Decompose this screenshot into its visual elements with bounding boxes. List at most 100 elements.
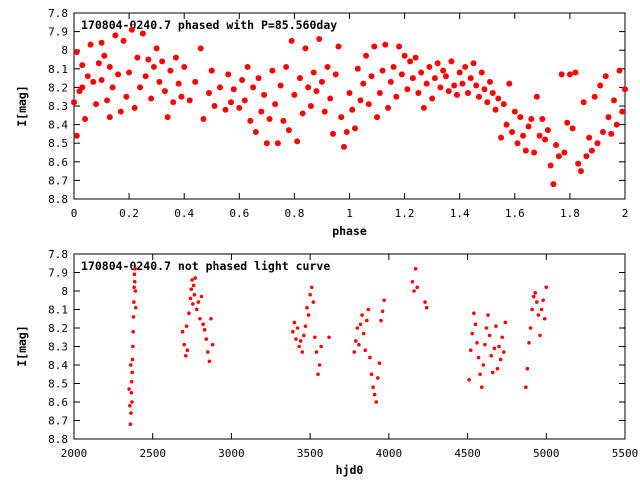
data-point <box>156 78 163 85</box>
data-point <box>294 138 301 145</box>
data-point <box>84 73 91 80</box>
data-point <box>211 103 218 109</box>
data-point <box>192 292 197 297</box>
data-point <box>132 300 136 304</box>
data-point <box>533 93 540 100</box>
data-point <box>266 116 273 123</box>
data-point <box>239 76 246 83</box>
data-point <box>123 93 130 100</box>
data-point <box>159 58 166 65</box>
data-point <box>329 130 336 137</box>
data-point <box>130 400 134 404</box>
data-point <box>492 346 497 351</box>
data-point <box>352 125 359 132</box>
data-point <box>349 106 356 113</box>
data-point <box>594 140 601 147</box>
data-point <box>393 93 400 100</box>
data-point <box>372 392 377 397</box>
data-point <box>132 285 136 290</box>
data-point <box>379 318 383 323</box>
data-point <box>311 300 316 304</box>
y-tick-label: 8.4 <box>48 119 68 132</box>
data-point <box>194 307 199 312</box>
data-point <box>205 89 212 96</box>
data-point <box>566 71 573 78</box>
data-point <box>500 335 505 340</box>
data-point <box>104 97 111 104</box>
data-point <box>464 89 471 96</box>
data-point <box>472 311 476 316</box>
data-point <box>87 41 94 48</box>
data-point <box>134 54 141 61</box>
x-axis-label: phase <box>332 224 367 238</box>
data-point <box>382 298 386 303</box>
data-point <box>360 313 364 317</box>
data-point <box>385 104 392 111</box>
data-point <box>492 106 499 113</box>
data-point <box>619 108 626 115</box>
data-point <box>528 326 533 330</box>
data-point <box>530 307 534 312</box>
data-point <box>98 39 105 46</box>
data-point <box>130 370 135 375</box>
data-point <box>602 73 609 80</box>
data-point <box>332 71 339 78</box>
data-point <box>448 58 455 65</box>
data-point <box>371 385 375 390</box>
data-point <box>366 307 371 312</box>
x-tick-label: 5500 <box>612 447 639 460</box>
data-point <box>319 344 323 349</box>
data-point <box>299 110 306 117</box>
data-point <box>296 75 303 82</box>
data-point <box>255 75 262 82</box>
data-point <box>126 69 133 76</box>
data-point <box>274 140 281 147</box>
data-point <box>387 78 394 85</box>
data-point <box>244 63 251 70</box>
data-point <box>473 322 478 327</box>
data-point <box>478 372 482 377</box>
y-tick-label: 7.8 <box>48 7 68 20</box>
data-point <box>497 344 501 349</box>
data-point <box>564 119 571 126</box>
data-point <box>481 363 486 367</box>
data-point <box>167 67 174 74</box>
x-tick-label: 0.4 <box>174 207 194 220</box>
data-point <box>376 89 383 96</box>
data-point <box>484 326 489 330</box>
data-point <box>476 355 481 360</box>
data-point <box>132 272 137 277</box>
data-point <box>112 32 119 39</box>
data-point <box>200 116 207 123</box>
data-point <box>569 125 576 132</box>
data-point <box>613 121 620 128</box>
data-point <box>79 84 86 91</box>
data-point <box>365 318 369 323</box>
data-point <box>535 300 539 304</box>
data-point <box>558 71 565 78</box>
data-point <box>374 400 379 404</box>
data-point <box>481 86 488 93</box>
x-tick-label: 2500 <box>139 447 166 460</box>
y-tick-label: 8.4 <box>48 359 68 372</box>
data-point <box>470 331 475 336</box>
data-point <box>525 366 530 371</box>
data-point <box>106 114 113 121</box>
data-point <box>473 82 480 89</box>
y-axis-label: I[mag] <box>15 325 29 367</box>
data-point <box>376 376 380 380</box>
data-point <box>303 324 308 328</box>
data-point <box>478 69 485 76</box>
data-point <box>503 320 508 325</box>
data-point <box>357 97 364 104</box>
data-point <box>542 316 547 321</box>
data-point <box>412 289 416 293</box>
data-point <box>338 114 345 121</box>
data-point <box>318 78 325 85</box>
data-point <box>148 95 155 102</box>
data-point <box>313 88 320 95</box>
data-point <box>610 97 617 104</box>
data-point <box>129 379 134 384</box>
data-point <box>487 78 494 85</box>
data-point <box>186 97 193 104</box>
